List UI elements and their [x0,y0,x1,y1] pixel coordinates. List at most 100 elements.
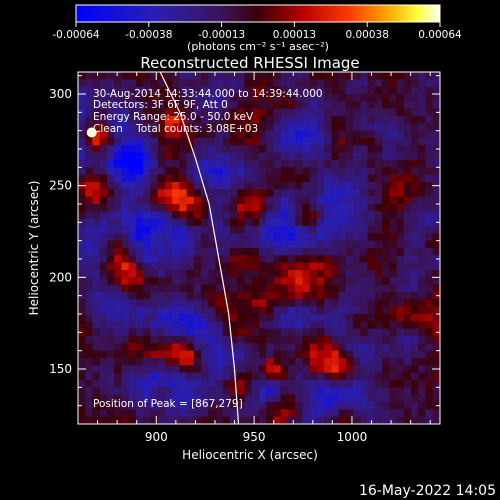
heatmap-cell [382,240,390,249]
heatmap-cell [78,314,86,322]
heatmap-cell [295,101,304,110]
heatmap-cell [411,182,419,190]
heatmap-cell [172,218,180,227]
heatmap-cell [78,336,86,344]
heatmap-cell [287,292,296,300]
heatmap-cell [374,211,383,220]
heatmap-cell [331,306,340,315]
heatmap-cell [85,189,94,198]
heatmap-cell [164,394,173,403]
heatmap-cell [222,277,231,286]
heatmap-cell [360,292,369,300]
heatmap-cell [287,299,296,308]
heatmap-cell [396,277,405,286]
heatmap-cell [324,262,332,271]
heatmap-cell [259,336,267,344]
heatmap-cell [324,372,332,381]
heatmap-cell [222,409,231,418]
heatmap-cell [121,394,130,403]
heatmap-cell [360,79,369,88]
heatmap-cell [193,306,202,315]
heatmap-cell [411,262,419,271]
heatmap-cell [382,416,390,424]
heatmap-cell [150,204,159,212]
heatmap-cell [251,380,260,388]
heatmap-cell [164,167,173,176]
heatmap-cell [331,204,340,212]
heatmap-cell [353,108,361,117]
heatmap-cell [208,277,217,286]
heatmap-cell [432,262,440,271]
heatmap-cell [172,350,180,359]
heatmap-cell [244,196,253,205]
heatmap-cell [172,182,180,190]
heatmap-cell [418,101,427,110]
heatmap-cell [106,314,115,322]
heatmap-cell [208,321,217,330]
heatmap-cell [172,86,180,95]
heatmap-cell [403,233,412,242]
heatmap-cell [374,248,383,256]
heatmap-cell [164,240,173,249]
heatmap-cell [114,372,123,381]
heatmap-cell [251,182,260,190]
heatmap-cell [215,72,224,80]
heatmap-cell [179,277,188,286]
heatmap-cell [179,240,188,249]
heatmap-cell [418,182,427,190]
heatmap-cell [396,416,405,424]
heatmap-cell [403,387,412,396]
heatmap-cell [382,152,390,161]
heatmap-cell [215,174,224,183]
heatmap-cell [99,358,108,366]
heatmap-cell [374,72,383,80]
heatmap-cell [360,248,369,256]
heatmap-cell [114,292,123,300]
heatmap-cell [316,86,325,95]
heatmap-cell [106,204,115,212]
heatmap-cell [418,358,427,366]
heatmap-cell [403,277,412,286]
heatmap-cell [259,101,267,110]
heatmap-cell [345,284,354,293]
heatmap-cell [135,182,144,190]
heatmap-cell [215,343,224,352]
heatmap-cell [411,218,419,227]
heatmap-cell [230,160,238,168]
heatmap-cell [128,262,137,271]
heatmap-cell [237,182,246,190]
heatmap-cell [338,211,347,220]
heatmap-cell [99,196,108,205]
heatmap-cell [230,72,238,80]
heatmap-cell [186,306,195,315]
heatmap-cell [106,152,115,161]
heatmap-cell [106,101,115,110]
heatmap-cell [157,328,166,337]
heatmap-cell [382,130,390,139]
heatmap-cell [186,409,195,418]
heatmap-cell [432,204,440,212]
heatmap-cell [179,108,188,117]
heatmap-cell [266,343,275,352]
heatmap-cell [273,226,282,234]
heatmap-cell [78,167,86,176]
heatmap-cell [360,262,369,271]
heatmap-cell [432,387,440,396]
heatmap-cell [193,416,202,424]
heatmap-cell [309,277,318,286]
heatmap-cell [222,394,231,403]
heatmap-cell [418,167,427,176]
heatmap-cell [164,262,173,271]
heatmap-cell [78,79,86,88]
heatmap-cell [92,343,101,352]
heatmap-cell [259,145,267,154]
heatmap-cell [99,365,108,374]
heatmap-cell [273,145,282,154]
heatmap-cell [403,72,412,80]
heatmap-cell [150,116,159,124]
heatmap-cell [418,204,427,212]
heatmap-cell [411,79,419,88]
heatmap-cell [215,262,224,271]
heatmap-cell [396,336,405,344]
heatmap-cell [345,358,354,366]
